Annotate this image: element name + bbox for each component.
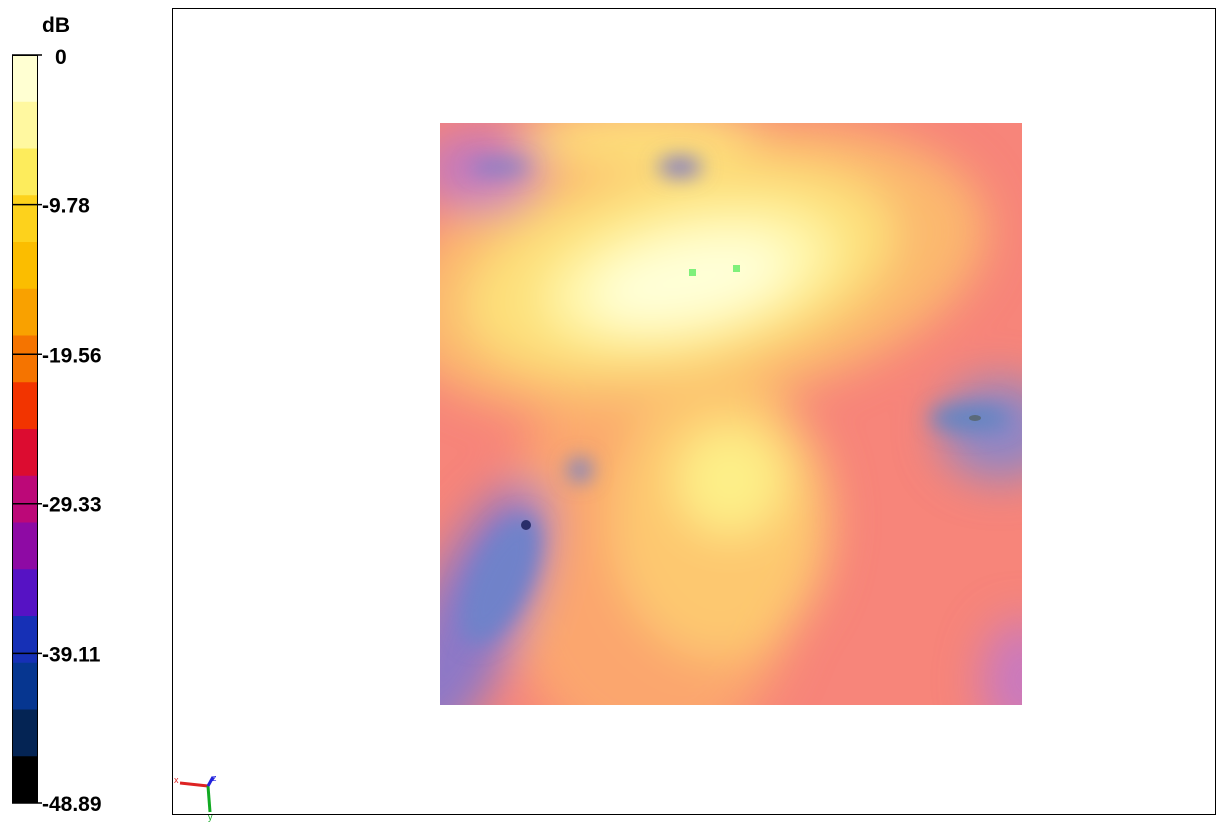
colorbar-band xyxy=(12,148,38,196)
colorbar-band xyxy=(12,475,38,523)
colorbar-band xyxy=(12,195,38,243)
colorbar-band xyxy=(12,569,38,617)
field-map xyxy=(440,123,1022,705)
colorbar-tick-label: -19.56 xyxy=(42,344,102,367)
colorbar-unit: dB xyxy=(42,14,70,37)
colorbar-band xyxy=(12,335,38,383)
axis-label: z xyxy=(212,773,217,783)
colorbar-tick-label: -48.89 xyxy=(42,793,102,816)
colorbar-tick-label: -39.11 xyxy=(42,643,101,666)
marker xyxy=(733,265,740,272)
axis-label: x xyxy=(174,775,179,785)
marker xyxy=(689,269,696,276)
colorbar-band xyxy=(12,55,38,103)
colorbar-band xyxy=(12,662,38,710)
colorbar-band xyxy=(12,288,38,336)
colorbar-band xyxy=(12,522,38,570)
colorbar-band xyxy=(12,756,38,804)
plot-frame xyxy=(172,8,1216,815)
colorbar-tick-label: 0 xyxy=(55,46,67,69)
colorbar-band xyxy=(12,101,38,149)
axes-triad: x y z xyxy=(174,773,217,822)
colorbar: 0 -9.78 -19.56 -29.33 -39.11 -48.89 xyxy=(12,46,102,816)
colorbar-band xyxy=(12,429,38,477)
axis-label: y xyxy=(208,812,213,822)
colorbar-band xyxy=(12,382,38,430)
colorbar-band xyxy=(12,709,38,757)
colorbar-band xyxy=(12,242,38,290)
colorbar-tick-label: -9.78 xyxy=(42,195,90,218)
colorbar-band xyxy=(12,616,38,664)
colorbar-tick-label: -29.33 xyxy=(42,494,102,517)
